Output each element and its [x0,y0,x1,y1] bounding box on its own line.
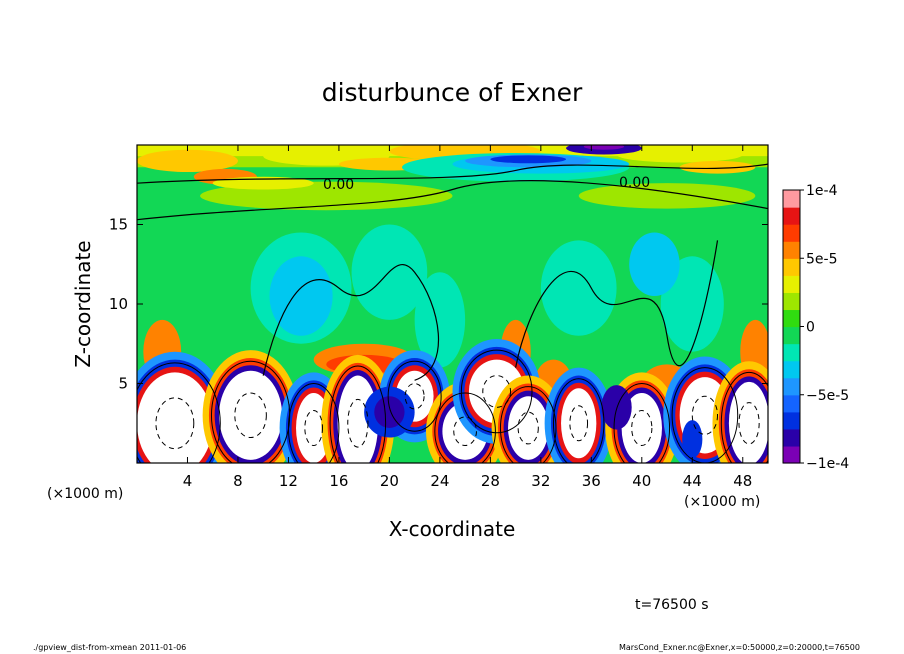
contour-ring [434,392,496,463]
contour-ring-dashed [404,383,425,410]
colorbar-tick-label: −5e-5 [806,388,849,404]
field-blob [660,256,724,352]
contour-label-left: 0.00 [323,177,354,193]
x-tick-label: 4 [183,472,193,490]
contour-ring [613,383,671,463]
contour-ring-dashed [155,397,195,450]
field-blob [137,372,213,463]
x-tick-label: 24 [430,472,449,490]
contour-ring-dashed [453,416,477,447]
contour-ring-dashed [569,405,589,442]
y-axis-label: Z-coordinate [71,240,95,367]
x-axis-label: X-coordinate [389,517,516,541]
field-blob [414,272,466,368]
colorbar-tick-label: 0 [806,320,815,336]
contour-ring-dashed [631,410,653,447]
contour-ring [460,349,533,434]
colorbar-segment [783,292,800,311]
x-tick-label: 8 [233,472,243,490]
field-blob [337,375,379,463]
x-tick-label: 44 [683,472,702,490]
field-blob [561,388,597,459]
contour-line [262,264,440,381]
field-blob [374,396,405,429]
contour-ring-dashed [691,395,719,435]
chart-title: disturbunce of Exner [322,78,583,107]
colorbar-segment [783,445,800,464]
contour-ring-dashed [738,402,760,445]
colorbar: 1e-4 5e-5 0 −5e-5 −1e-4 [782,183,849,472]
x-tick-label: 40 [632,472,651,490]
x-tick-label: 16 [329,472,348,490]
field-blob [540,240,617,336]
colorbar-tick-label: 5e-5 [806,251,837,267]
colorbar-segment [783,275,800,293]
contour-ring-dashed [482,375,512,408]
colorbar-segment [783,377,800,396]
colorbar-segment [783,360,800,379]
colorbar-segment [783,428,800,447]
y-tick-label: 15 [109,216,128,234]
contour-ring [329,365,387,463]
contour-ring-dashed [347,398,369,448]
x-tick-label: 32 [531,472,550,490]
contour-ring [137,362,221,463]
field-blob [583,145,625,150]
x-tick-label: 36 [582,472,601,490]
field-blob [137,149,238,173]
y-tick-label: 5 [118,375,128,393]
colorbar-segment [783,258,800,276]
field-blob [219,370,283,460]
field-blob [601,385,632,430]
field-blob [508,396,549,460]
x-tick-label: 28 [481,472,500,490]
colorbar-segment [783,309,800,328]
time-label: t=76500 s [635,597,709,613]
contour-ring [387,360,442,432]
contour-label-right: 0.00 [619,175,650,191]
contour-line [137,180,768,221]
colorbar-segment [783,207,800,225]
field-blob [629,232,680,297]
x-tick-label: 20 [380,472,399,490]
contour-ring-dashed [234,392,267,439]
contour-ring-dashed [517,411,539,445]
colorbar-segment [783,224,800,242]
field-blob [682,420,703,459]
x-tick-label: 12 [279,472,298,490]
colorbar-segment [783,411,800,430]
contour-ring [720,371,768,463]
field-blob [621,393,662,463]
field-blob [490,155,567,164]
field-blob [578,183,756,209]
colorbar-segment [783,326,800,345]
footer-left: ./gpview_dist-from-xmean 2011-01-06 [33,643,186,652]
field-blob [679,160,756,174]
contour-ring [499,386,557,463]
colorbar-tick-label: 1e-4 [806,183,838,199]
y-unit-label: (×1000 m) [47,486,123,502]
colorbar-tick-label: −1e-4 [806,456,849,472]
contour-line [515,240,719,368]
x-unit-label: (×1000 m) [684,494,760,510]
field-blob [728,381,768,463]
footer-right: MarsCond_Exner.nc@Exner,x=0:50000,z=0:20… [619,643,860,652]
colorbar-segment [783,394,800,413]
field-blob [269,256,333,336]
x-tick-label: 48 [733,472,752,490]
contour-line [137,163,768,184]
contour-ring [552,378,605,463]
field-blob [616,146,743,163]
contour-ring-dashed [304,410,324,447]
y-tick-label: 10 [109,295,128,313]
colorbar-segment [783,190,800,208]
colorbar-segment [783,343,800,362]
contour-ring [287,383,340,463]
colorbar-segment [783,241,800,259]
